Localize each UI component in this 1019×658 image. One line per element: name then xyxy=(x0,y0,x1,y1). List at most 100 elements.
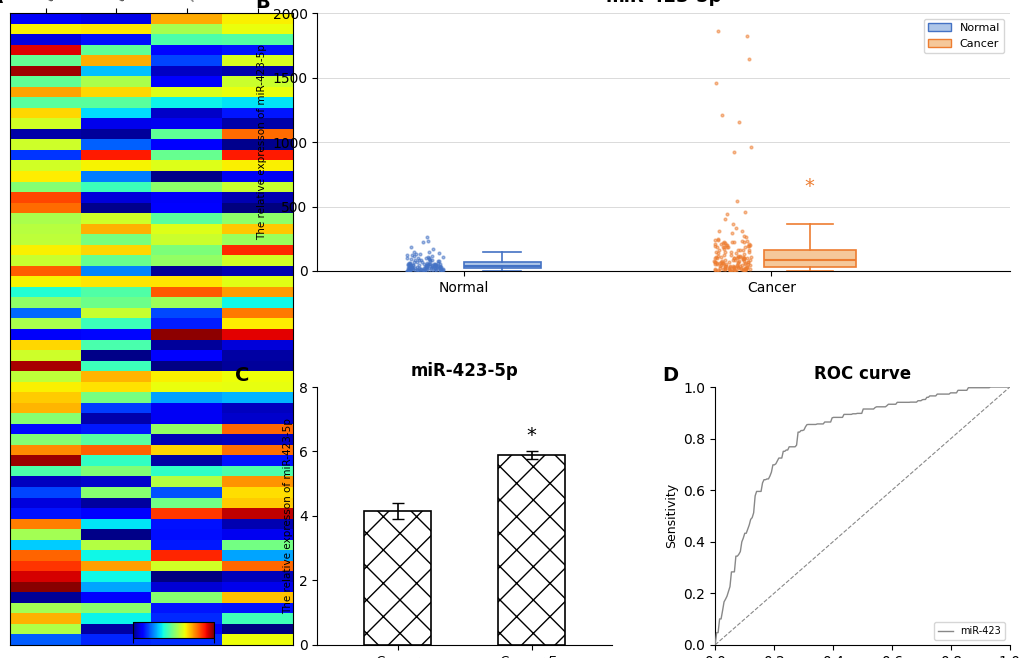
Point xyxy=(434,265,450,275)
Point xyxy=(715,264,732,274)
Point xyxy=(725,253,741,263)
Point xyxy=(401,266,418,276)
Point xyxy=(421,259,437,269)
Point xyxy=(424,260,440,270)
Point xyxy=(424,255,440,265)
Point xyxy=(737,263,753,274)
Point xyxy=(734,251,750,262)
Point xyxy=(398,249,415,260)
Text: *: * xyxy=(804,177,814,196)
Point xyxy=(710,258,727,268)
Point xyxy=(420,260,436,270)
Point xyxy=(404,260,420,270)
Point xyxy=(407,263,423,273)
Point xyxy=(417,261,433,272)
Point xyxy=(721,249,738,260)
Point xyxy=(736,255,752,266)
Point xyxy=(423,263,439,273)
Point xyxy=(419,265,435,276)
Point xyxy=(707,253,723,263)
Point xyxy=(725,262,741,272)
Point xyxy=(419,263,435,274)
Point xyxy=(706,253,722,264)
Point xyxy=(431,261,447,271)
Point xyxy=(406,251,422,261)
Point xyxy=(716,238,733,248)
Point xyxy=(404,262,420,272)
Point xyxy=(729,260,745,270)
Point xyxy=(719,242,736,253)
Point xyxy=(737,259,753,270)
PathPatch shape xyxy=(763,249,855,267)
Point xyxy=(741,259,757,270)
Point xyxy=(417,260,433,270)
Point xyxy=(716,213,733,224)
Point xyxy=(418,263,434,274)
Bar xyxy=(364,511,431,645)
Point xyxy=(706,241,722,251)
Point xyxy=(720,262,737,272)
Point xyxy=(714,264,731,274)
Point xyxy=(415,265,431,276)
Point xyxy=(723,236,740,247)
Point xyxy=(423,265,439,276)
Point xyxy=(409,265,425,275)
Point xyxy=(737,242,753,253)
Point xyxy=(731,261,747,271)
Point xyxy=(412,264,428,274)
Point xyxy=(428,261,444,272)
Point xyxy=(421,254,437,265)
Point xyxy=(732,265,748,275)
Point xyxy=(733,236,749,246)
Point xyxy=(427,265,443,276)
Point xyxy=(720,263,737,273)
Point xyxy=(432,259,448,269)
Point xyxy=(740,238,756,249)
Point xyxy=(705,256,721,266)
Point xyxy=(742,252,758,263)
Point xyxy=(717,261,734,272)
Legend: miR-423: miR-423 xyxy=(933,622,1004,640)
Point xyxy=(734,245,750,255)
Point xyxy=(414,265,430,276)
Point xyxy=(706,265,722,275)
Point xyxy=(405,263,421,274)
Point xyxy=(420,246,436,257)
Point xyxy=(712,260,729,270)
Point xyxy=(716,261,733,271)
Point xyxy=(738,236,754,246)
Point xyxy=(433,261,449,272)
Legend: Normal, Cancer: Normal, Cancer xyxy=(923,18,1004,53)
Point xyxy=(420,252,436,263)
Point xyxy=(725,265,741,276)
Point xyxy=(412,249,428,259)
Point xyxy=(712,252,729,263)
Point xyxy=(737,263,753,273)
Point xyxy=(730,257,746,267)
Point xyxy=(708,241,725,252)
Point xyxy=(715,263,732,273)
Point xyxy=(710,226,727,237)
Point xyxy=(729,251,745,262)
Point xyxy=(725,255,741,265)
Point xyxy=(403,249,419,260)
Point xyxy=(709,251,726,261)
Point xyxy=(737,265,753,276)
Text: A: A xyxy=(0,0,3,7)
Point xyxy=(423,251,439,261)
Text: C: C xyxy=(234,367,249,386)
Point xyxy=(716,255,733,265)
Point xyxy=(410,253,426,263)
Point xyxy=(424,261,440,272)
Point xyxy=(401,259,418,269)
Point xyxy=(413,257,429,267)
Text: B: B xyxy=(255,0,270,12)
Point xyxy=(730,258,746,268)
Point xyxy=(720,264,737,274)
Point xyxy=(712,239,729,249)
Point xyxy=(399,265,416,275)
Point xyxy=(411,260,427,270)
Point xyxy=(726,236,742,247)
Point xyxy=(730,244,746,255)
Point xyxy=(426,263,442,274)
